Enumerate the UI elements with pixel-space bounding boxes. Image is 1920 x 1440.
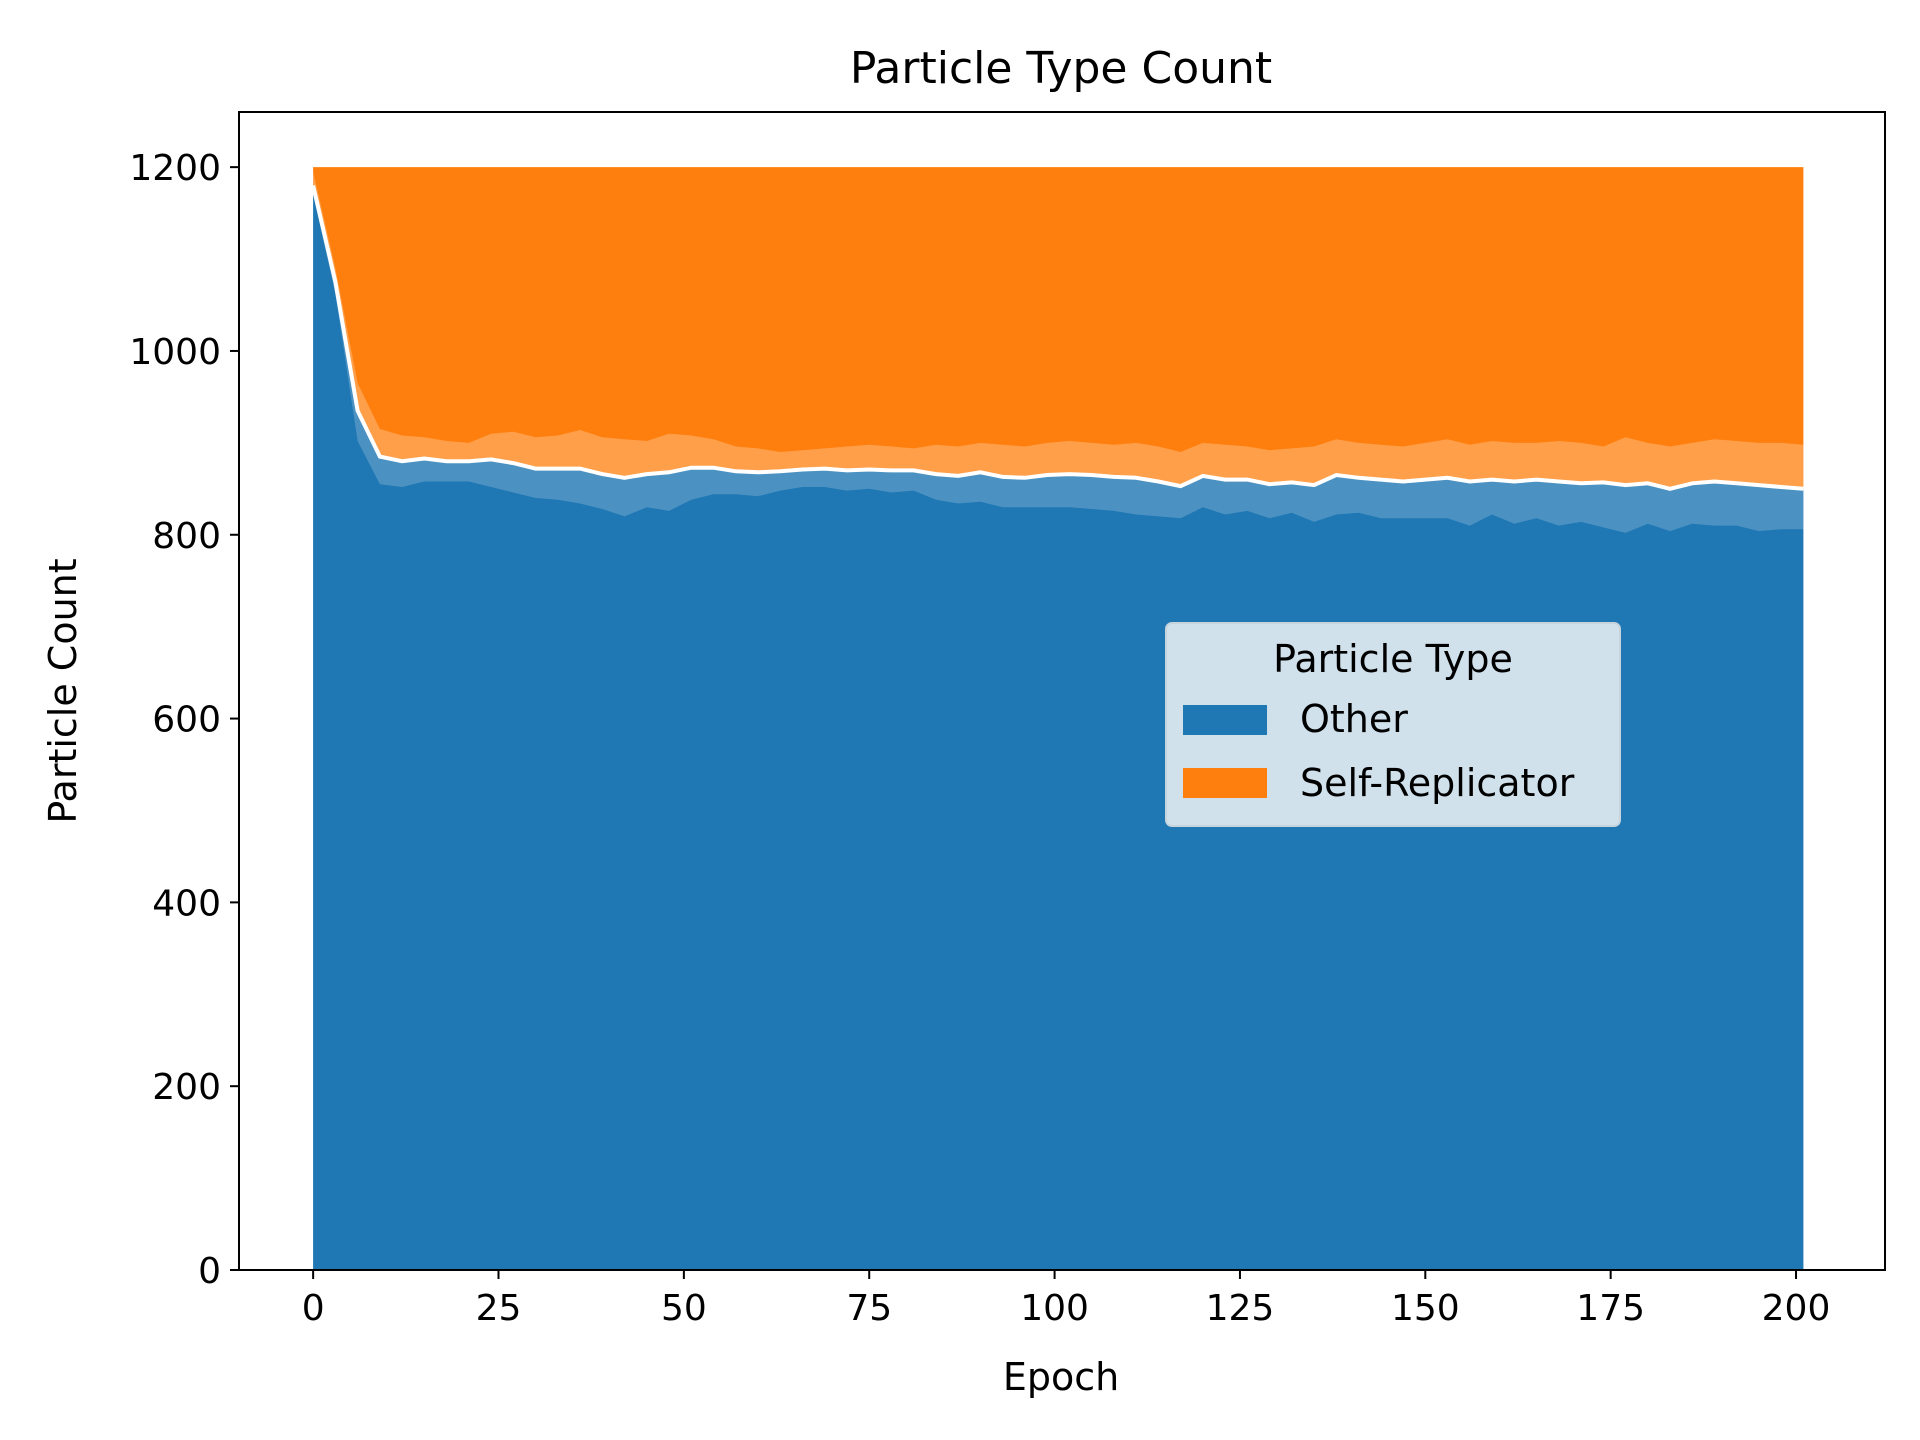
x-tick-label: 100 <box>1020 1288 1089 1329</box>
y-tick-label: 800 <box>152 516 221 557</box>
x-axis-title: Epoch <box>1003 1355 1119 1399</box>
y-tick-label: 200 <box>152 1067 221 1108</box>
mean-boundary-line <box>311 185 1804 491</box>
y-axis: 0 200 400 600 800 1000 1200 <box>129 148 239 1292</box>
legend-title: Particle Type <box>1273 637 1513 681</box>
legend-label-self-replicator: Self-Replicator <box>1300 761 1575 805</box>
y-tick-label: 400 <box>152 883 221 924</box>
x-tick-label: 125 <box>1206 1288 1275 1329</box>
x-tick-label: 200 <box>1762 1288 1831 1329</box>
x-axis: 0 25 50 75 100 125 150 175 200 <box>302 1270 1831 1329</box>
x-tick-label: 0 <box>302 1288 325 1329</box>
legend-label-other: Other <box>1300 697 1408 741</box>
band-self-replicator <box>313 171 1804 489</box>
x-tick-label: 75 <box>846 1288 892 1329</box>
legend-swatch-self-replicator <box>1183 768 1267 798</box>
band-other <box>313 185 1804 533</box>
area-self-replicator <box>313 167 1804 489</box>
legend-swatch-other <box>1183 705 1267 735</box>
y-tick-label: 1200 <box>129 148 221 189</box>
x-tick-label: 50 <box>661 1288 707 1329</box>
x-tick-label: 175 <box>1576 1288 1645 1329</box>
x-tick-label: 25 <box>476 1288 522 1329</box>
legend: Particle Type Other Self-Replicator <box>1165 622 1621 827</box>
y-tick-label: 1000 <box>129 332 221 373</box>
y-tick-label: 0 <box>198 1251 221 1292</box>
plot-frame <box>238 111 1886 1271</box>
area-other <box>313 185 1804 1270</box>
y-axis-title: Particle Count <box>41 558 85 823</box>
chart-title: Particle Type Count <box>850 43 1272 94</box>
plot-area <box>311 167 1804 1270</box>
legend-box <box>1165 622 1621 827</box>
y-tick-label: 600 <box>152 700 221 741</box>
x-tick-label: 150 <box>1391 1288 1460 1329</box>
